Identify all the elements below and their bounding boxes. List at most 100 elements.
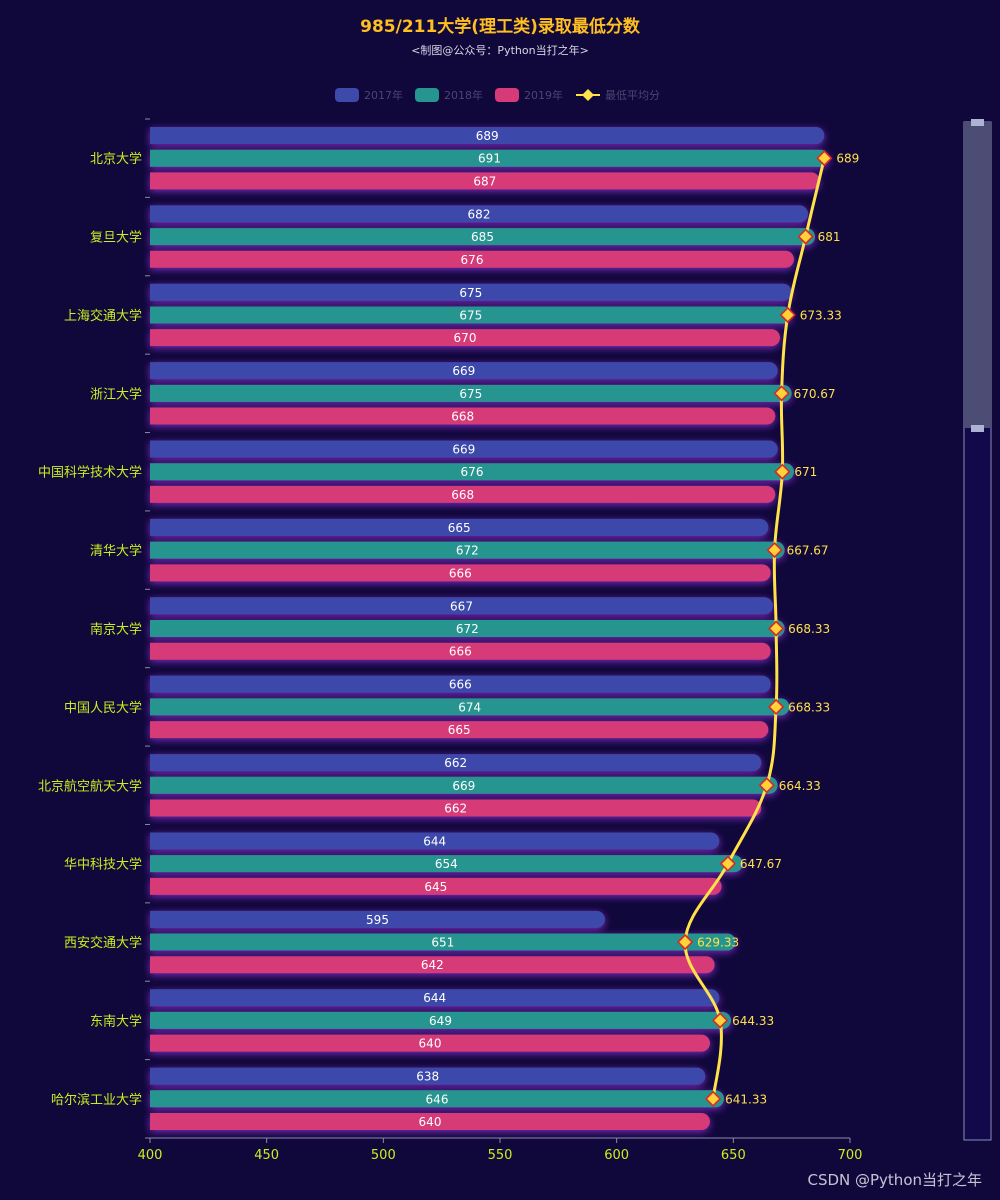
bar-2018[interactable] bbox=[150, 384, 792, 402]
bar-value-label: 669 bbox=[452, 364, 475, 378]
bar-value-label: 595 bbox=[366, 913, 389, 927]
bar-2017[interactable] bbox=[150, 597, 773, 615]
bar-value-label: 689 bbox=[476, 129, 499, 143]
bar-2019[interactable] bbox=[150, 642, 771, 660]
bar-2017[interactable] bbox=[150, 283, 792, 301]
bar-2017[interactable] bbox=[150, 205, 808, 223]
x-tick-label: 500 bbox=[371, 1148, 396, 1163]
category-label: 南京大学 bbox=[90, 622, 142, 638]
bar-2019[interactable] bbox=[150, 956, 715, 974]
bar-2018[interactable] bbox=[150, 933, 736, 951]
bar-2019[interactable] bbox=[150, 721, 769, 739]
datazoom-handle-bottom[interactable] bbox=[971, 425, 984, 432]
average-point[interactable] bbox=[711, 1012, 729, 1029]
average-point[interactable] bbox=[767, 620, 785, 637]
average-point[interactable] bbox=[758, 777, 775, 794]
legend-item[interactable]: 2017年 bbox=[335, 88, 403, 102]
x-tick-label: 700 bbox=[838, 1148, 863, 1163]
bars: 689 691 687 682 685 676 675 675 670 669 675 668 669 6… bbox=[150, 126, 829, 1131]
bar-2017[interactable] bbox=[150, 910, 605, 928]
bar-value-label: 669 bbox=[452, 443, 475, 457]
category-label: 北京大学 bbox=[90, 151, 142, 167]
average-value-label: 647.67 bbox=[740, 857, 782, 871]
bar-value-label: 649 bbox=[429, 1014, 452, 1028]
average-point[interactable] bbox=[767, 698, 785, 716]
category-label: 中国人民大学 bbox=[64, 700, 142, 716]
bar-2018[interactable] bbox=[150, 620, 785, 637]
bar-value-label: 646 bbox=[426, 1092, 449, 1106]
bar-value-label: 685 bbox=[471, 230, 494, 244]
average-value-label: 664.33 bbox=[779, 779, 821, 793]
bar-2018[interactable] bbox=[150, 855, 743, 873]
watermark: CSDN @Python当打之年 bbox=[807, 1171, 982, 1189]
bar-2019[interactable] bbox=[150, 250, 794, 268]
average-value-label: 667.67 bbox=[787, 544, 829, 558]
bar-value-label: 687 bbox=[473, 174, 496, 188]
datazoom-slider[interactable] bbox=[963, 119, 992, 1141]
bar-2019[interactable] bbox=[150, 1113, 710, 1131]
bar-value-label: 642 bbox=[421, 958, 444, 972]
bar-2017[interactable] bbox=[150, 1067, 706, 1085]
bar-2019[interactable] bbox=[150, 564, 771, 582]
average-point[interactable] bbox=[719, 855, 737, 872]
y-axis: 北京大学复旦大学上海交通大学浙江大学中国科学技术大学清华大学南京大学中国人民大学… bbox=[38, 118, 863, 1163]
average-point[interactable] bbox=[773, 385, 790, 402]
legend-marker bbox=[582, 89, 594, 101]
category-label: 哈尔滨工业大学 bbox=[51, 1092, 142, 1108]
legend: 2017年 2018年 2019年 最低平均分 bbox=[335, 88, 660, 102]
bar-2017[interactable] bbox=[150, 362, 778, 380]
x-tick-label: 450 bbox=[254, 1148, 279, 1163]
average-value-label: 644.33 bbox=[732, 1014, 774, 1028]
category-label: 上海交通大学 bbox=[64, 308, 142, 324]
bar-2018[interactable] bbox=[150, 541, 785, 559]
x-tick-label: 650 bbox=[721, 1148, 746, 1163]
average-point[interactable] bbox=[774, 463, 791, 480]
bar-2018[interactable] bbox=[150, 228, 815, 246]
datazoom-handle-top[interactable] bbox=[971, 119, 984, 126]
bar-2018[interactable] bbox=[150, 698, 790, 716]
bar-2018[interactable] bbox=[150, 1090, 724, 1108]
legend-item[interactable]: 2018年 bbox=[415, 88, 483, 102]
bar-2017[interactable] bbox=[150, 675, 771, 693]
average-point[interactable] bbox=[797, 228, 814, 245]
average-point[interactable] bbox=[704, 1090, 722, 1107]
average-point[interactable] bbox=[816, 150, 833, 167]
bar-value-label: 676 bbox=[461, 465, 484, 479]
bar-2017[interactable] bbox=[150, 440, 778, 458]
bar-2018[interactable] bbox=[150, 306, 792, 324]
datazoom-window[interactable] bbox=[964, 122, 991, 428]
average-value-label: 689 bbox=[836, 152, 859, 166]
average-point[interactable] bbox=[766, 541, 783, 559]
average-point[interactable] bbox=[676, 933, 694, 951]
average-value-label: 670.67 bbox=[794, 387, 836, 401]
average-line-series: 689 681 673.33 670.67 671 667.67 668.33 668.33 6… bbox=[676, 150, 859, 1107]
bar-2019[interactable] bbox=[150, 485, 776, 503]
average-value-label: 668.33 bbox=[788, 700, 830, 714]
bar-2017[interactable] bbox=[150, 126, 825, 144]
bar-2019[interactable] bbox=[150, 799, 762, 817]
bar-value-label: 638 bbox=[416, 1070, 439, 1084]
bar-2019[interactable] bbox=[150, 1034, 710, 1052]
bar-value-label: 675 bbox=[459, 286, 482, 300]
bar-2017[interactable] bbox=[150, 832, 720, 850]
bar-2019[interactable] bbox=[150, 172, 820, 190]
legend-swatch bbox=[335, 88, 359, 102]
bar-2017[interactable] bbox=[150, 754, 762, 772]
bar-2018[interactable] bbox=[150, 1011, 731, 1029]
average-point[interactable] bbox=[779, 306, 796, 324]
bar-2019[interactable] bbox=[150, 407, 776, 425]
bar-2017[interactable] bbox=[150, 989, 720, 1007]
bar-value-label: 645 bbox=[424, 880, 447, 894]
average-value-label: 641.33 bbox=[725, 1092, 767, 1106]
bar-2019[interactable] bbox=[150, 877, 722, 895]
bar-2019[interactable] bbox=[150, 329, 780, 347]
bar-value-label: 668 bbox=[451, 410, 474, 424]
bar-2018[interactable] bbox=[150, 149, 829, 167]
legend-item[interactable]: 2019年 bbox=[495, 88, 563, 102]
bar-value-label: 666 bbox=[449, 645, 472, 659]
bar-value-label: 675 bbox=[459, 308, 482, 322]
bar-2017[interactable] bbox=[150, 518, 769, 536]
bar-2018[interactable] bbox=[150, 463, 794, 481]
bar-2018[interactable] bbox=[150, 776, 778, 794]
legend-item[interactable]: 最低平均分 bbox=[576, 89, 660, 102]
